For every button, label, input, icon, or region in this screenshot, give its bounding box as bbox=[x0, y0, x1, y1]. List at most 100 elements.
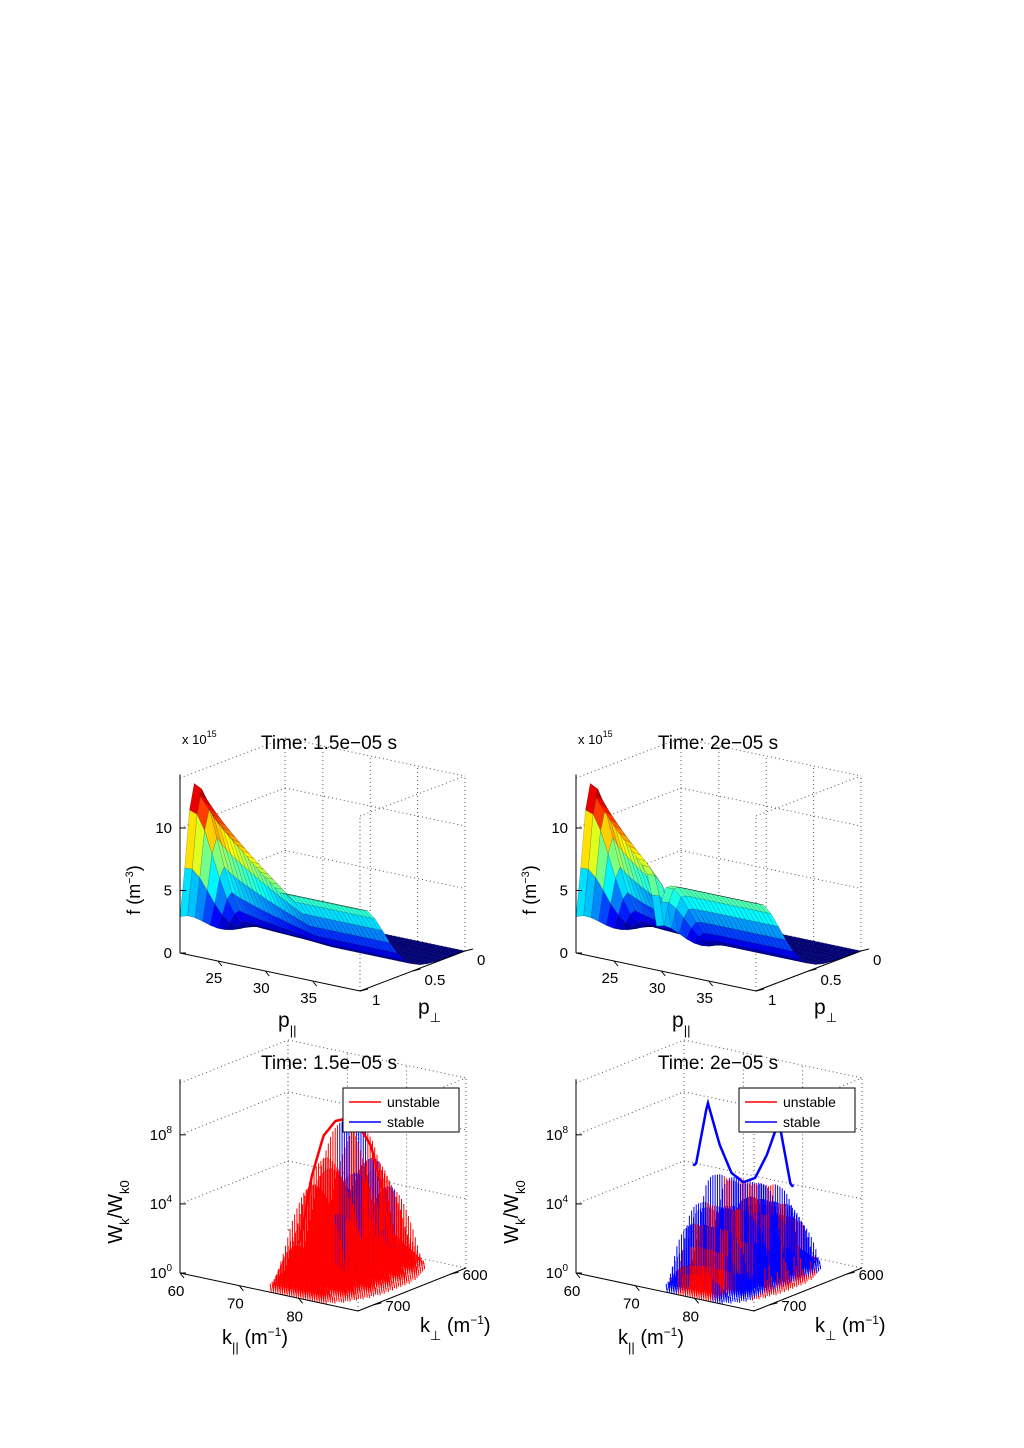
label-part: || bbox=[232, 1340, 239, 1355]
x-tick-label: 35 bbox=[300, 990, 317, 1007]
label-part: 10 bbox=[150, 1265, 167, 1282]
grid-line bbox=[359, 775, 466, 817]
y-tick bbox=[412, 968, 421, 972]
z-tick-label: 10 bbox=[155, 820, 172, 837]
label-part: W bbox=[105, 1225, 127, 1244]
x-tick bbox=[708, 980, 714, 987]
label-part: −1 bbox=[865, 1313, 879, 1327]
label-part: k bbox=[815, 1315, 826, 1337]
grid-line bbox=[680, 850, 862, 889]
grid-line bbox=[284, 850, 466, 889]
x-tick-label: 80 bbox=[286, 1308, 303, 1325]
label-part: 10 bbox=[150, 1127, 167, 1144]
stem-plot-bottom-right: 607080600700100104108unstablestableTime:… bbox=[501, 1039, 886, 1355]
label-part: ⊥ bbox=[430, 1328, 441, 1343]
y-tick bbox=[808, 968, 817, 972]
label-part: ) bbox=[677, 1327, 684, 1349]
label-part: 4 bbox=[562, 1194, 568, 1205]
label-part: || bbox=[290, 1023, 297, 1038]
label-part: x 10 bbox=[578, 732, 603, 747]
grid-line bbox=[575, 1039, 685, 1084]
label-part: 10 bbox=[150, 1196, 167, 1213]
x-axis bbox=[179, 952, 361, 992]
label-part: || bbox=[628, 1340, 635, 1355]
z-tick-label: 108 bbox=[150, 1125, 173, 1144]
grid-line bbox=[755, 775, 862, 817]
y-axis-label: k⊥ (m−1) bbox=[815, 1313, 886, 1343]
label-part: 0 bbox=[562, 1263, 568, 1274]
y-tick-label: 600 bbox=[463, 1267, 488, 1284]
x-tick bbox=[575, 1272, 581, 1279]
y-tick bbox=[359, 988, 369, 992]
label-part: (m bbox=[635, 1327, 664, 1349]
label-part: ⊥ bbox=[826, 1010, 837, 1025]
legend-label: stable bbox=[783, 1114, 821, 1130]
x-tick-label: 70 bbox=[227, 1296, 244, 1313]
y-tick bbox=[450, 1271, 459, 1275]
y-tick bbox=[755, 988, 765, 992]
x-tick-label: 60 bbox=[168, 1283, 185, 1300]
chart-title: Time: 1.5e−05 s bbox=[261, 1053, 397, 1074]
x-tick-label: 25 bbox=[206, 970, 223, 987]
x-tick bbox=[179, 1272, 185, 1279]
label-part: k bbox=[513, 1218, 528, 1225]
x-axis bbox=[179, 1272, 359, 1312]
label-part: 10 bbox=[546, 1196, 563, 1213]
x-tick bbox=[660, 970, 666, 977]
y-tick bbox=[769, 1302, 778, 1306]
label-part: p bbox=[278, 1009, 290, 1032]
label-part: 10 bbox=[546, 1265, 563, 1282]
label-part: ) bbox=[879, 1315, 886, 1337]
z-multiplier: x 1015 bbox=[182, 729, 217, 747]
legend-label: stable bbox=[387, 1114, 425, 1130]
surface-patch bbox=[575, 867, 589, 917]
x-tick bbox=[613, 960, 619, 967]
x-axis bbox=[575, 952, 757, 992]
label-part: p bbox=[418, 996, 430, 1019]
y-tick bbox=[373, 1302, 382, 1306]
y-tick bbox=[860, 948, 870, 952]
x-tick-label: 80 bbox=[682, 1308, 699, 1325]
surface-patch bbox=[179, 867, 193, 917]
legend: unstable stable bbox=[738, 1087, 856, 1133]
label-part: ) bbox=[520, 865, 540, 871]
label-part: p bbox=[672, 1009, 684, 1032]
label-part: 10 bbox=[546, 1127, 563, 1144]
grid-line bbox=[284, 787, 466, 827]
x-tick bbox=[312, 980, 318, 987]
surface-mesh bbox=[179, 783, 466, 965]
label-part: (m bbox=[836, 1315, 865, 1337]
label-part: (m bbox=[239, 1327, 268, 1349]
y-tick-label: 0 bbox=[477, 952, 485, 969]
chart-title: Time: 2e−05 s bbox=[658, 733, 778, 754]
z-tick-label: 100 bbox=[150, 1263, 173, 1282]
label-part: ) bbox=[281, 1327, 288, 1349]
z-tick-label: 5 bbox=[164, 883, 172, 900]
label-part: k bbox=[222, 1327, 233, 1349]
x-tick-label: 30 bbox=[253, 980, 270, 997]
grid-line bbox=[575, 1160, 685, 1205]
legend-label: unstable bbox=[783, 1094, 836, 1110]
label-part: || bbox=[684, 1023, 691, 1038]
x-axis-label: k|| (m−1) bbox=[222, 1325, 288, 1355]
stem-group bbox=[269, 1120, 425, 1305]
label-part: ⊥ bbox=[825, 1328, 836, 1343]
legend-label: unstable bbox=[387, 1094, 440, 1110]
label-part: f (m bbox=[124, 884, 144, 915]
chart-title: Time: 2e−05 s bbox=[658, 1053, 778, 1074]
label-part: (m bbox=[441, 1315, 470, 1337]
label-part: k bbox=[117, 1218, 132, 1225]
z-tick-label: 104 bbox=[546, 1194, 569, 1213]
y-tick-label: 1 bbox=[372, 992, 380, 1009]
legend-box bbox=[342, 1087, 460, 1133]
legend: unstable stable bbox=[342, 1087, 460, 1133]
label-part: 8 bbox=[562, 1125, 568, 1136]
label-part: ) bbox=[124, 865, 144, 871]
label-part: f (m bbox=[520, 884, 540, 915]
label-part: −1 bbox=[664, 1325, 678, 1339]
x-axis-label: p|| bbox=[672, 1009, 690, 1038]
y-tick-label: 0.5 bbox=[821, 972, 842, 989]
label-part: 15 bbox=[207, 729, 217, 739]
